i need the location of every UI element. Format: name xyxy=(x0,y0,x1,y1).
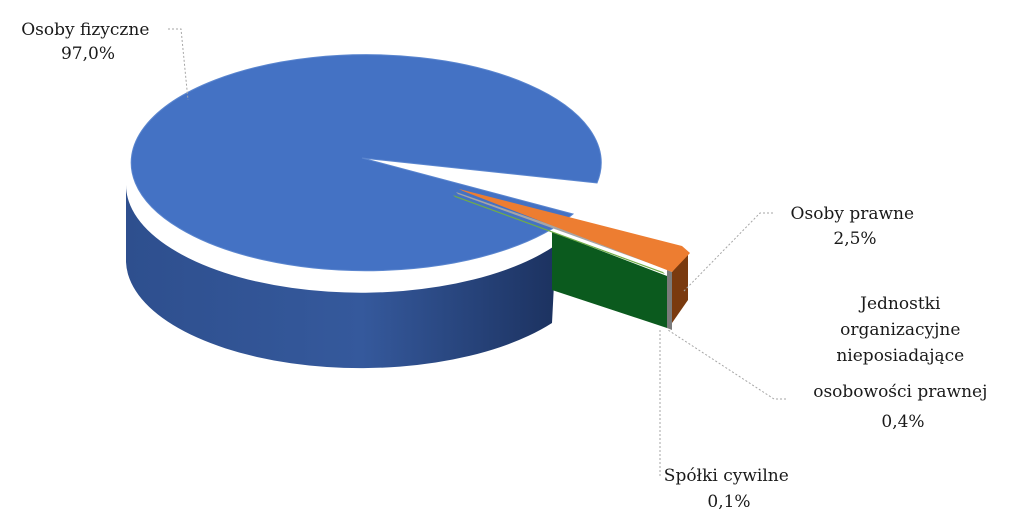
slice-jednostki xyxy=(456,192,668,270)
slice-side-osoby-prawne xyxy=(672,253,688,323)
slice-side-jednostki xyxy=(667,270,672,330)
leader-line-jednostki xyxy=(667,329,786,400)
label-spolki-cywilne: Spółki cywilne 0,1% xyxy=(664,466,794,512)
label-jednostki: Jednostki organizacyjne nieposiadające o… xyxy=(813,294,993,432)
slice-osoby-prawne xyxy=(459,189,690,272)
slice-spolki-cywilne xyxy=(453,195,665,274)
slice-osoby-fizyczne xyxy=(130,54,602,272)
slice-side-spolki-cywilne xyxy=(552,232,667,328)
leader-line-osoby-prawne xyxy=(682,212,773,293)
label-osoby-prawne: Osoby prawne 2,5% xyxy=(791,204,920,249)
leader-line-osoby-fizyczne xyxy=(168,28,189,101)
label-osoby-fizyczne: Osoby fizyczne 97,0% xyxy=(21,20,155,64)
slice-side-osoby-fizyczne xyxy=(125,184,556,369)
